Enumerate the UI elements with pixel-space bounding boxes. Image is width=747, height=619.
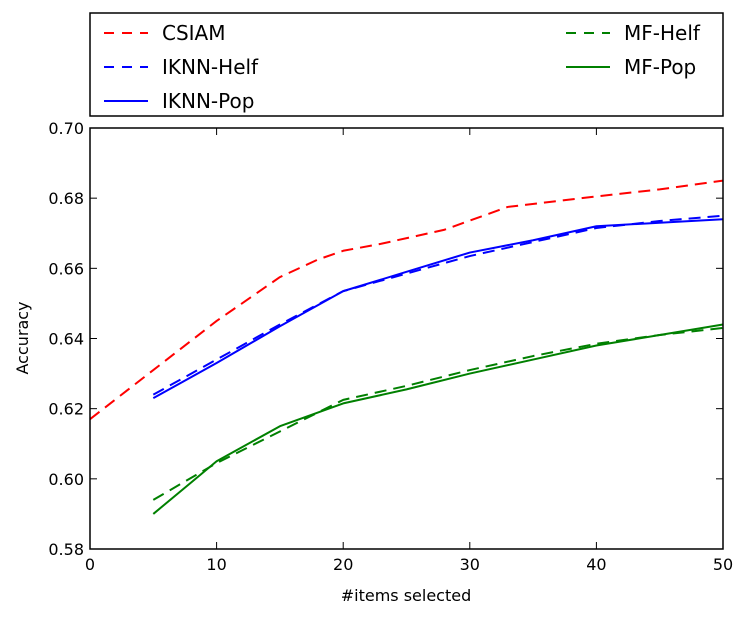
series-line-csiam <box>89 179 724 420</box>
y-tick-label: 0.58 <box>48 540 84 559</box>
series-line-mf-pop <box>152 323 724 515</box>
y-tick-label: 0.70 <box>48 119 84 138</box>
y-tick-label: 0.64 <box>48 330 84 349</box>
series-layer <box>89 179 724 515</box>
legend-label-iknn-pop: IKNN-Pop <box>162 89 254 113</box>
y-tick-label: 0.62 <box>48 400 84 419</box>
legend: CSIAM IKNN-Helf IKNN-Pop MF-Helf MF-Pop <box>89 12 724 117</box>
legend-label-mf-pop: MF-Pop <box>624 55 696 79</box>
legend-box <box>89 12 724 117</box>
y-axis-title: Accuracy <box>13 301 32 374</box>
plot-area: 0 10 20 30 40 50 0.58 0.60 0.62 0.64 0.66 0.68 0.70 <box>48 119 733 574</box>
x-tick-label: 40 <box>586 555 606 574</box>
ticks-layer: 0 10 20 30 40 50 0.58 0.60 0.62 0.64 0.66 0.68 0.70 <box>48 119 733 574</box>
series-line-iknn-pop <box>152 218 724 400</box>
x-tick-label: 30 <box>460 555 480 574</box>
x-tick-label: 50 <box>713 555 733 574</box>
y-tick-label: 0.66 <box>48 259 84 278</box>
y-tick-label: 0.60 <box>48 470 84 489</box>
y-tick-label: 0.68 <box>48 189 84 208</box>
series-line-iknn-helf <box>152 214 724 396</box>
legend-label-mf-helf: MF-Helf <box>624 21 701 45</box>
legend-label-iknn-helf: IKNN-Helf <box>162 55 259 79</box>
x-tick-label: 0 <box>85 555 95 574</box>
legend-label-csiam: CSIAM <box>162 21 226 45</box>
x-tick-label: 20 <box>333 555 353 574</box>
series-line-mf-helf <box>152 326 724 501</box>
x-axis-title: #items selected <box>341 586 472 605</box>
x-tick-label: 10 <box>206 555 226 574</box>
